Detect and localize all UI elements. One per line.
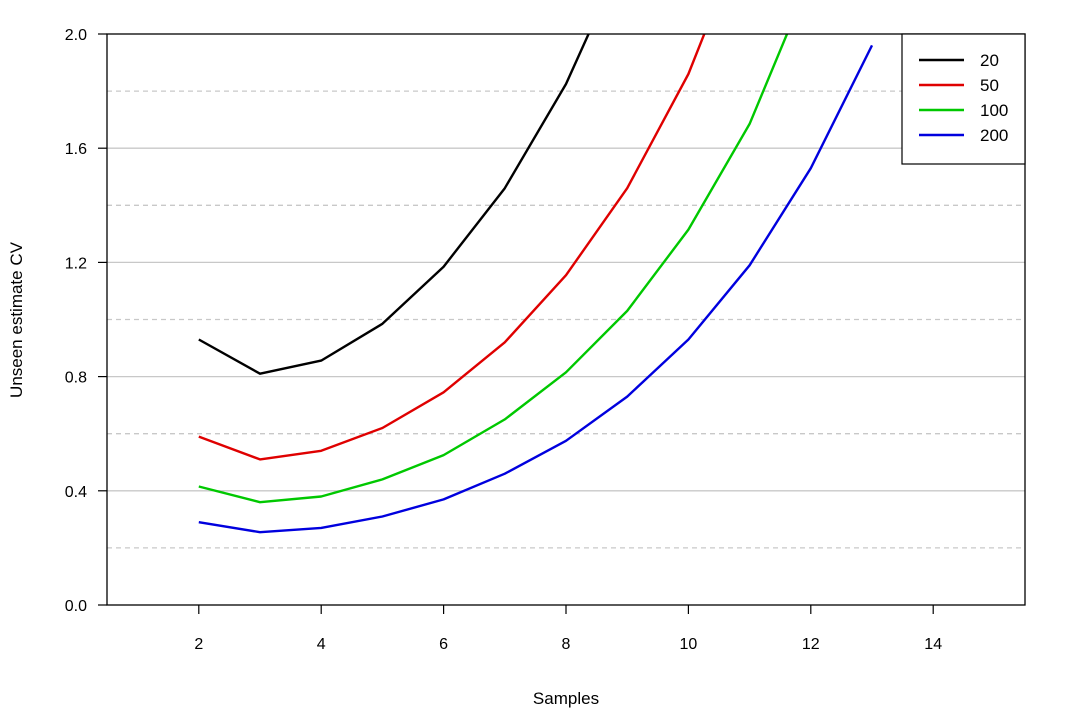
x-tick-label: 2 [194,636,203,653]
x-axis: 2 4 6 8 10 12 14 [194,605,942,653]
series-lines [198,34,874,534]
legend-label-50: 50 [980,76,999,95]
x-axis-title: Samples [533,689,599,708]
series-line-100 [198,34,789,504]
y-tick-label: 0.4 [65,484,87,501]
y-axis: 0.0 0.4 0.8 1.2 1.6 2.0 [65,27,107,615]
legend-box [901,33,1026,165]
y-axis-title: Unseen estimate CV [7,241,26,398]
legend-label-20: 20 [980,51,999,70]
x-tick-label: 6 [439,636,448,653]
y-tick-label: 0.8 [65,370,87,387]
y-tick-label: 1.2 [65,255,87,272]
series-line-200 [198,44,874,534]
x-tick-label: 12 [802,636,820,653]
series-line-20 [198,34,590,375]
grid-lines [107,90,1025,549]
x-tick-label: 8 [562,636,571,653]
x-tick-label: 14 [924,636,942,653]
y-tick-label: 2.0 [65,27,87,44]
x-tick-label: 10 [680,636,698,653]
y-tick-label: 1.6 [65,141,87,158]
x-tick-label: 4 [317,636,326,653]
legend-label-200: 200 [980,126,1008,145]
legend: 20 50 100 200 [901,33,1026,165]
y-tick-label: 0.0 [65,598,87,615]
series-line-50 [198,34,706,461]
legend-label-100: 100 [980,101,1008,120]
